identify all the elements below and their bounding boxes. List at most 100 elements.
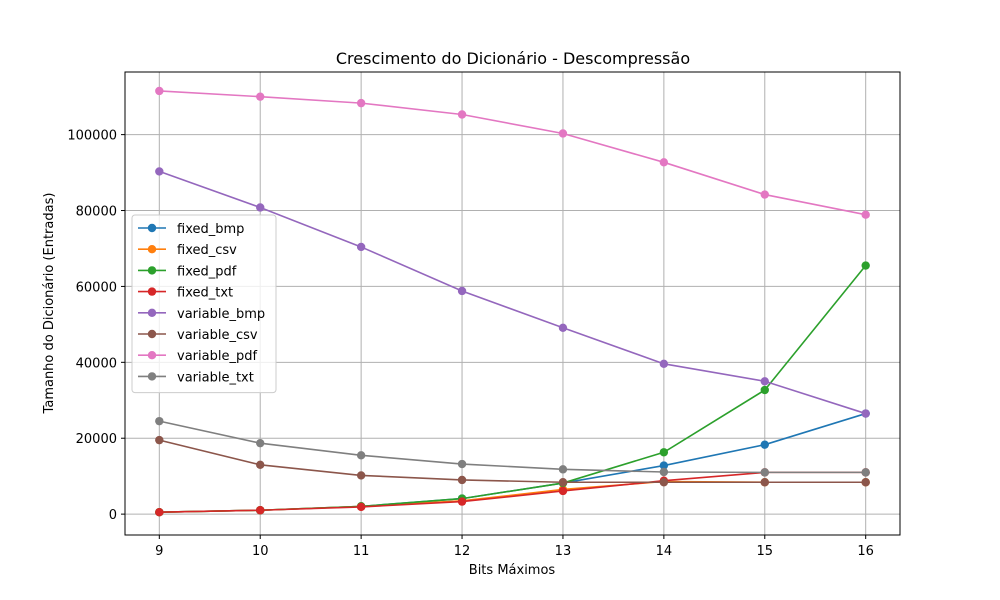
series-line	[159, 471, 866, 513]
data-point	[659, 158, 669, 167]
legend: fixed_bmp fixed_csv fixed_pdf fixed_txtvari…	[131, 214, 277, 394]
data-point	[760, 385, 769, 395]
data-point	[558, 323, 568, 332]
legend-marker	[147, 351, 157, 360]
plot-area-frame	[124, 71, 901, 536]
legend-marker	[147, 266, 157, 275]
data-point	[155, 86, 164, 96]
data-point	[861, 210, 870, 219]
legend-marker	[147, 287, 157, 296]
data-point	[356, 98, 366, 108]
data-point	[155, 416, 164, 426]
data-point	[256, 92, 265, 101]
y-tick-label: 20000	[76, 432, 117, 447]
legend-marker	[147, 223, 157, 233]
data-point	[256, 203, 265, 212]
y-tick-label: 80000	[76, 205, 117, 220]
data-point	[760, 468, 769, 477]
series-line	[159, 412, 866, 513]
data-point	[457, 110, 467, 119]
chart-title: Crescimento do Dicionário - Descompressã…	[336, 49, 690, 68]
legend-marker	[147, 372, 157, 381]
x-axis-label: Bits Máximos	[469, 563, 556, 578]
legend-label: variable_csv	[177, 328, 258, 343]
data-point	[256, 438, 265, 448]
data-point	[256, 460, 265, 469]
series-variable_txt	[155, 416, 870, 477]
data-point	[760, 478, 769, 487]
data-point	[356, 242, 366, 252]
legend-item: variable_csv	[138, 328, 258, 343]
legend-item: variable_pdf	[138, 349, 257, 364]
x-tick-label: 16	[857, 544, 874, 559]
legend-item: fixed_txt	[138, 286, 233, 301]
legend-item: variable_txt	[138, 370, 254, 385]
series-variable_pdf	[155, 86, 870, 219]
y-tick-label: 0	[109, 508, 117, 523]
series-line	[159, 170, 866, 415]
legend-label: variable_bmp	[177, 307, 265, 322]
x-tick-label: 14	[656, 544, 673, 559]
data-point	[760, 377, 769, 386]
y-tick-label: 60000	[76, 280, 117, 295]
data-point	[256, 506, 265, 515]
data-point	[760, 440, 769, 449]
data-point	[155, 167, 164, 176]
data-point	[558, 478, 568, 487]
y-tick-label: 100000	[67, 129, 117, 144]
data-point	[457, 497, 467, 506]
legend-item: variable_bmp	[138, 307, 265, 322]
legend-box	[131, 214, 277, 394]
legend-item: fixed_bmp	[138, 222, 244, 237]
x-tick-label: 12	[454, 544, 471, 559]
series-line	[159, 420, 866, 474]
data-point	[356, 451, 366, 460]
legend-marker	[147, 308, 157, 317]
data-point	[659, 359, 669, 369]
series-variable_bmp	[155, 167, 870, 418]
y-tick-label: 40000	[76, 356, 117, 371]
data-point	[861, 409, 870, 418]
data-point	[155, 435, 164, 445]
legend-item: fixed_pdf	[138, 264, 237, 279]
data-point	[659, 461, 669, 470]
data-point	[356, 502, 366, 512]
data-point	[659, 467, 669, 477]
legend-marker	[147, 245, 157, 254]
data-point	[558, 486, 568, 496]
x-tick-label: 9	[155, 544, 163, 559]
data-point	[155, 507, 164, 517]
x-tick-label: 13	[555, 544, 572, 559]
x-tick-label: 11	[353, 544, 370, 559]
legend-label: fixed_bmp	[177, 222, 244, 237]
legend-marker	[147, 329, 157, 339]
data-point	[558, 129, 568, 138]
data-point	[760, 190, 769, 199]
legend-label: fixed_txt	[177, 286, 233, 301]
data-point	[861, 261, 870, 270]
data-point	[659, 478, 669, 487]
x-tick-label: 10	[252, 544, 269, 559]
x-tick-label: 15	[757, 544, 774, 559]
data-point	[457, 459, 467, 469]
data-point	[659, 448, 669, 457]
legend-item: fixed_csv	[138, 243, 237, 258]
legend-label: variable_pdf	[177, 349, 257, 364]
data-point	[861, 478, 870, 487]
series-variable_csv	[155, 435, 870, 487]
legend-label: fixed_csv	[177, 243, 237, 258]
data-point	[356, 471, 366, 480]
data-point	[457, 475, 467, 485]
legend-label: fixed_pdf	[177, 264, 237, 279]
axis-ticks: 9 10 11 12 13 14 15 16 0 20000 40000 60000 80000 1000…	[67, 129, 874, 559]
series-line	[159, 439, 866, 484]
data-point	[457, 286, 467, 296]
series-group	[155, 86, 870, 517]
series-line	[159, 90, 866, 216]
y-axis-label: Tamanho do Dicionário (Entradas)	[42, 193, 57, 415]
data-point	[861, 468, 870, 477]
legend-label: variable_txt	[177, 370, 254, 385]
data-point	[558, 465, 568, 474]
